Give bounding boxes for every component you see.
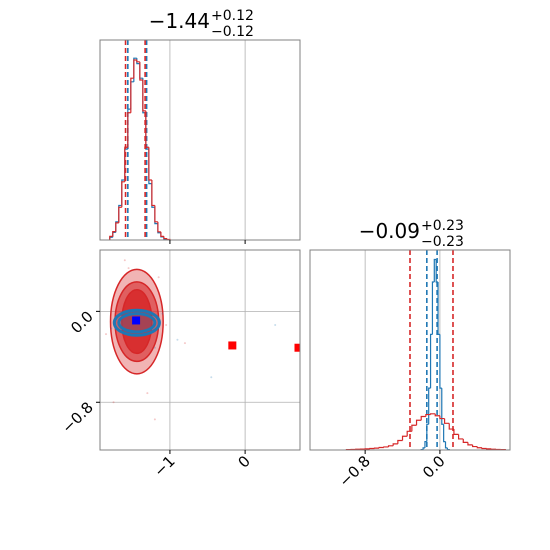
histogram-step (118, 206, 122, 223)
plot-area (345, 250, 506, 450)
histogram-step (127, 112, 131, 148)
histogram-step (443, 424, 446, 443)
histogram-step (433, 258, 437, 282)
histogram-step (428, 387, 431, 425)
histogram-step (431, 281, 435, 335)
histogram-step (429, 413, 436, 415)
title-upper: +0.23 (421, 218, 464, 234)
histogram-step (142, 80, 146, 112)
y-tick-label: −0.8 (58, 398, 96, 436)
histogram-step (481, 447, 487, 450)
histogram-step (422, 447, 425, 450)
title-lower: −0.12 (211, 24, 254, 40)
panel-title: −1.44 (149, 9, 210, 33)
sample-point (127, 267, 130, 270)
sample-point (110, 327, 113, 330)
histogram-step (441, 388, 444, 425)
sample-point (176, 338, 179, 341)
histogram-step (453, 429, 459, 435)
sample-point (161, 312, 164, 315)
plot-area (105, 259, 300, 421)
histogram-step (112, 231, 116, 237)
histogram-step (387, 445, 394, 447)
histogram-step (439, 415, 445, 420)
histogram-step (401, 435, 408, 441)
histogram-step (415, 419, 422, 426)
histogram-step (476, 446, 482, 449)
x-tick-label: −0.8 (335, 452, 373, 490)
histogram-step (406, 430, 412, 437)
plot-area (109, 40, 171, 240)
histogram-step (434, 413, 440, 417)
sample-point (153, 418, 156, 421)
sample-point (112, 401, 115, 404)
axes-frame (99, 39, 301, 241)
marker (132, 316, 141, 325)
histogram-step (163, 236, 167, 240)
sample-point (274, 324, 277, 326)
histogram-step (109, 235, 113, 240)
marker (228, 341, 237, 350)
histogram-step (383, 446, 389, 448)
title-lower: −0.23 (421, 234, 464, 250)
histogram-step (378, 446, 384, 449)
histogram-step (160, 231, 164, 237)
sample-point (105, 333, 108, 336)
x-tick-label: 0 (234, 452, 253, 471)
panel: −1.44 +0.12−0.12 (99, 8, 301, 244)
panel-title: −0.09 (359, 219, 420, 243)
histogram-step (467, 442, 473, 446)
axes-frame (309, 249, 511, 451)
histogram-step (133, 59, 137, 79)
histogram-step (121, 181, 125, 208)
histogram-step (139, 61, 143, 81)
sample-point (165, 324, 168, 326)
histogram-step (437, 282, 440, 335)
histogram-step (472, 444, 478, 448)
sample-point (153, 346, 156, 349)
histogram-step (462, 438, 468, 443)
histogram-step (457, 434, 464, 440)
y-tick-label: 0.0 (67, 307, 97, 337)
histogram-step (444, 441, 448, 449)
axes-frame (99, 249, 301, 451)
sample-point (123, 259, 126, 262)
histogram-step (130, 77, 134, 113)
histogram-step (439, 334, 442, 389)
histogram-step (411, 424, 417, 432)
sample-point (146, 392, 149, 395)
histogram-step (420, 415, 426, 421)
sample-point (210, 376, 213, 379)
histogram-step (148, 147, 152, 181)
histogram-step (151, 180, 155, 207)
histogram-step (392, 443, 398, 446)
histogram-step (429, 333, 433, 389)
histogram-step (115, 222, 119, 232)
histogram-step (136, 60, 140, 63)
title-upper: +0.12 (211, 8, 254, 24)
histogram-step (154, 205, 158, 223)
histogram-step (425, 413, 431, 417)
histogram-step (157, 221, 161, 233)
sample-point (183, 342, 186, 345)
x-tick-label: −1 (150, 452, 178, 480)
panel: −0.8 0.0 −0.09 +0.23−0.23 (309, 218, 511, 491)
histogram-step (397, 439, 403, 444)
marker (294, 343, 300, 352)
x-tick-label: 0.0 (419, 452, 449, 482)
panel: −1 0 0.0 −0.8 (58, 249, 301, 480)
histogram-step (443, 418, 450, 424)
histogram-step (424, 441, 427, 448)
sample-point (157, 276, 160, 279)
